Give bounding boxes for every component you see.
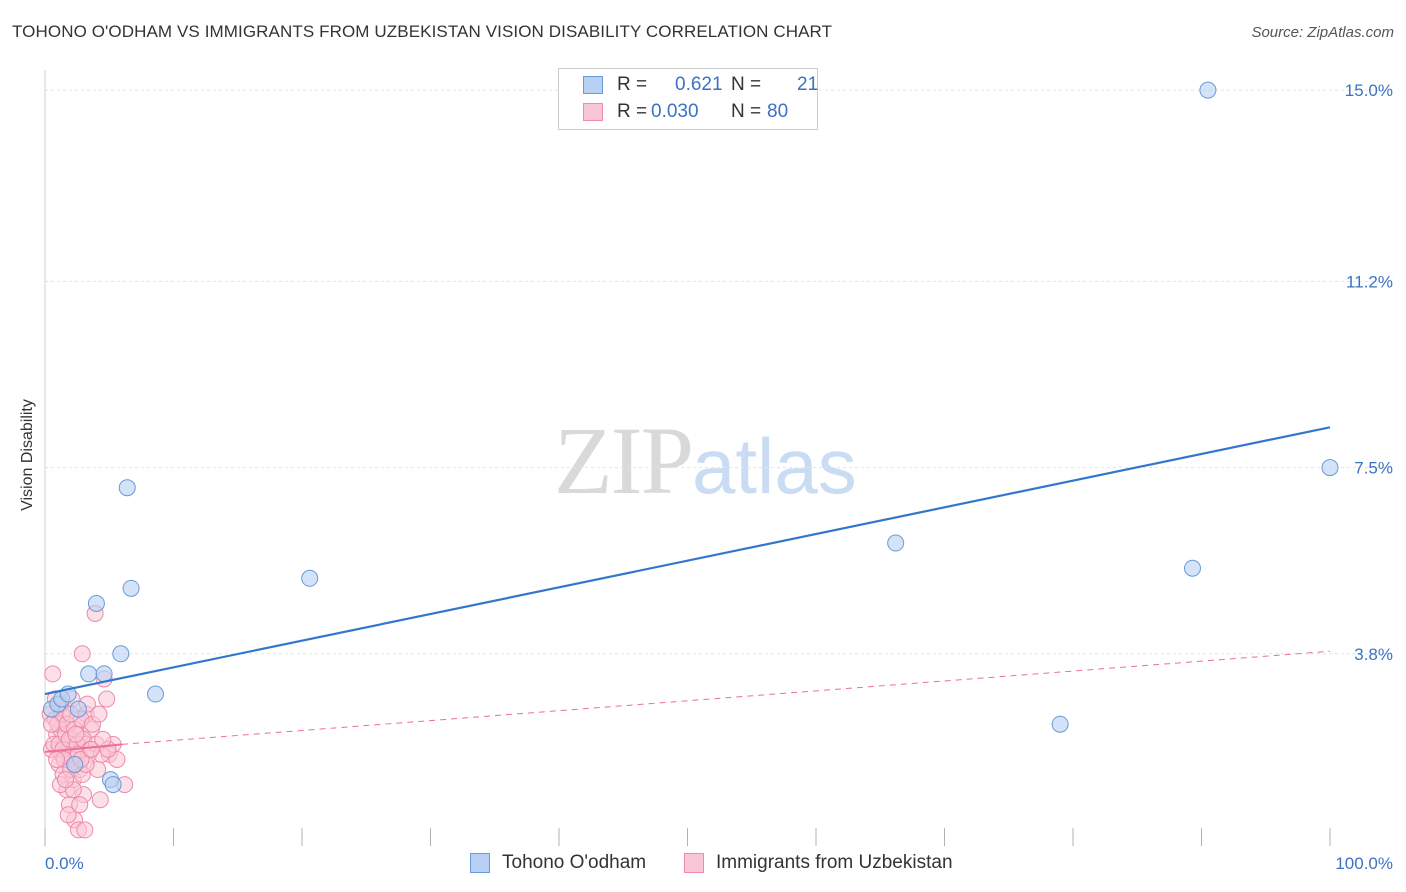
data-point-uzbekistan xyxy=(59,806,77,824)
legend-n-label: N = xyxy=(731,74,762,95)
legend-n-label: N = xyxy=(731,101,762,122)
data-point-tohono xyxy=(1199,81,1217,99)
series-tohono-oodham xyxy=(42,81,1339,794)
data-point-tohono xyxy=(1321,459,1339,477)
legend-swatch-blue xyxy=(583,76,603,94)
trend-line-tohono xyxy=(44,426,1331,696)
x-tick-label-max: 100.0% xyxy=(1335,854,1393,873)
data-point-uzbekistan xyxy=(48,750,66,768)
data-point-uzbekistan xyxy=(76,821,94,839)
legend-r-label: R = xyxy=(617,74,648,95)
chart-title: TOHONO O'ODHAM VS IMMIGRANTS FROM UZBEKI… xyxy=(12,22,833,41)
data-point-uzbekistan xyxy=(42,715,60,733)
data-point-uzbekistan xyxy=(98,690,116,708)
data-point-tohono xyxy=(122,579,140,597)
data-point-tohono xyxy=(104,776,122,794)
data-point-tohono xyxy=(118,479,136,497)
data-point-tohono xyxy=(1184,559,1202,577)
legend-n-value: 21 xyxy=(797,74,819,95)
y-tick-label: 15.0% xyxy=(1345,81,1393,100)
axes xyxy=(44,70,1331,846)
y-tick-label: 11.2% xyxy=(1346,272,1393,291)
bottom-legend-label-tohono: Tohono O'odham xyxy=(502,852,647,873)
data-point-uzbekistan xyxy=(91,791,109,809)
data-point-tohono xyxy=(301,569,319,587)
tick-labels: 3.8% 7.5% 11.2% 15.0% 0.0% 100.0% xyxy=(45,81,1393,873)
data-point-tohono xyxy=(1051,715,1069,733)
x-tick-label-min: 0.0% xyxy=(45,854,84,873)
data-point-tohono xyxy=(66,755,84,773)
data-point-uzbekistan xyxy=(94,730,112,748)
data-point-tohono xyxy=(80,665,98,683)
data-point-tohono xyxy=(112,645,130,663)
bottom-legend-label-uzbekistan: Immigrants from Uzbekistan xyxy=(716,852,953,873)
legend-r-value: 0.621 xyxy=(675,74,723,95)
legend-swatch-pink xyxy=(583,103,603,121)
legend-r-value: 0.030 xyxy=(651,101,699,122)
legend-n-value: 80 xyxy=(767,101,789,122)
data-point-uzbekistan xyxy=(73,645,91,663)
trend-lines xyxy=(44,426,1331,753)
stats-legend: R = 0.621 N = 21 R = 0.030 N = 80 xyxy=(558,68,818,130)
bottom-legend-swatch-blue xyxy=(470,853,490,873)
legend-r-label: R = xyxy=(617,101,648,122)
data-point-uzbekistan xyxy=(67,725,85,743)
data-point-uzbekistan xyxy=(44,665,62,683)
data-point-tohono xyxy=(87,594,105,612)
series-immigrants-from-uzbekistan xyxy=(41,605,134,839)
data-point-tohono xyxy=(147,685,165,703)
source-label: Source: ZipAtlas.com xyxy=(1251,24,1394,41)
data-point-uzbekistan xyxy=(90,705,108,723)
trend-line-uzbekistan-solid xyxy=(44,743,123,753)
y-tick-label: 3.8% xyxy=(1354,645,1393,664)
data-point-tohono xyxy=(69,700,87,718)
data-point-uzbekistan xyxy=(57,771,75,789)
data-point-uzbekistan xyxy=(82,740,100,758)
bottom-legend-swatch-pink xyxy=(684,853,704,873)
trend-line-uzbekistan-dashed xyxy=(122,650,1331,745)
y-tick-label: 7.5% xyxy=(1354,459,1393,478)
data-point-uzbekistan xyxy=(71,796,89,814)
data-point-tohono xyxy=(887,534,905,552)
